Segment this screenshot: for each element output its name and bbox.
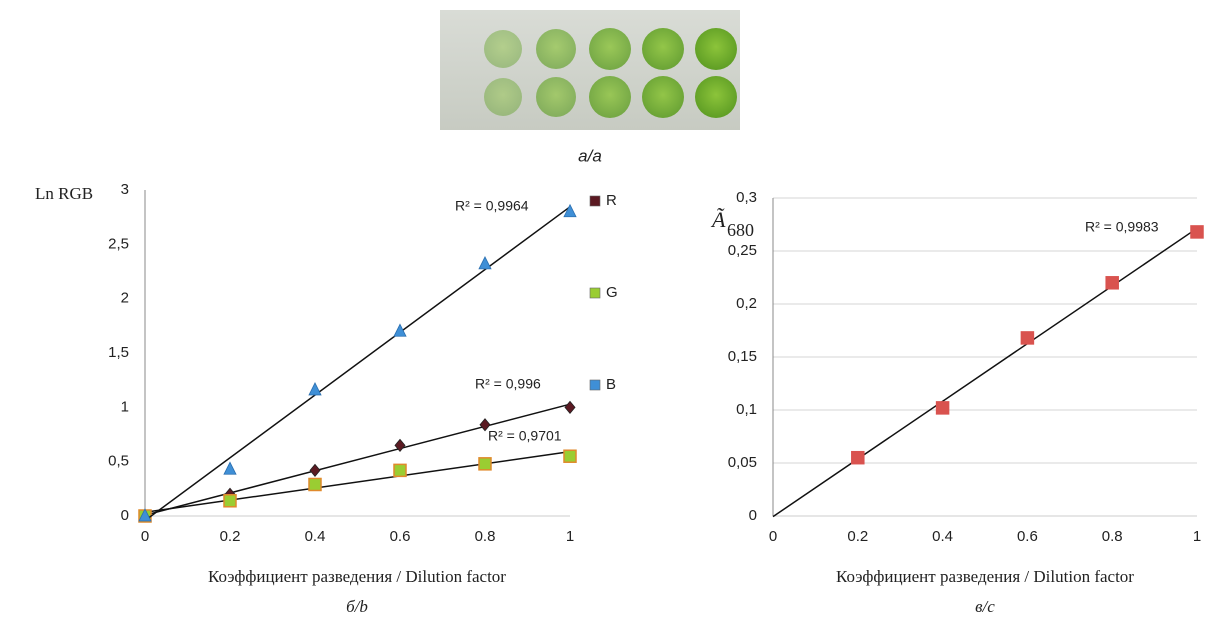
y-tick-label: 0,1 (736, 401, 757, 418)
legend-swatch (589, 379, 601, 391)
legend-swatch (589, 195, 601, 207)
caption: в/c (975, 597, 995, 616)
x-axis-label: Коэффициент разведения / Dilution factor (836, 567, 1134, 586)
legend-label: B (606, 376, 616, 393)
annotation: R² = 0,9701 (488, 428, 562, 444)
x-tick-label: 1 (566, 528, 574, 545)
y-tick-label: 0 (749, 507, 757, 524)
trendline (144, 403, 571, 516)
y-tick-label: 1,5 (108, 344, 129, 361)
point (563, 203, 577, 218)
caption: б/b (346, 597, 368, 616)
point (223, 494, 237, 508)
point (309, 463, 321, 477)
point (393, 463, 407, 478)
x-tick-label: 0.8 (1102, 528, 1123, 545)
y-axis-label: Ã (710, 207, 726, 232)
x-tick-label: 0.4 (932, 528, 953, 545)
point (138, 508, 152, 522)
y-tick-label: 0,05 (728, 454, 757, 471)
x-tick-label: 0.8 (475, 528, 496, 545)
point (851, 450, 865, 465)
annotation: R² = 0,9964 (455, 198, 529, 214)
trendline (144, 206, 571, 522)
x-axis-label: Коэффициент разведения / Dilution factor (208, 567, 506, 586)
trendline (772, 227, 1198, 518)
y-tick-label: 0 (121, 507, 129, 524)
x-tick-label: 0.6 (390, 528, 411, 545)
y-tick-label: 0,25 (728, 242, 757, 259)
annotation: R² = 0,9983 (1085, 219, 1159, 235)
point (1190, 225, 1204, 239)
point (308, 477, 322, 492)
point (478, 457, 492, 471)
y-tick-label: 2 (121, 290, 129, 307)
point (394, 438, 406, 452)
y-tick-label: 1 (121, 398, 129, 415)
annotation: R² = 0,996 (475, 376, 541, 392)
y-tick-label: 0,5 (108, 453, 129, 470)
point (935, 401, 950, 415)
legend-label: G (606, 284, 618, 301)
point (308, 382, 322, 396)
point (563, 449, 577, 463)
x-tick-label: 0 (769, 528, 777, 545)
photo-caption: а/a (578, 146, 602, 165)
point (393, 323, 407, 337)
chart: 0 0,05 0,1 0,15 0,2 0,25 0,3 0 0.2 0.4 0.6 0.8 1 Коэф… (710, 189, 1204, 616)
trendline (144, 450, 571, 513)
x-tick-label: 1 (1193, 528, 1201, 545)
y-tick-label: 3 (121, 181, 129, 198)
legend-swatch (589, 287, 601, 299)
y-tick-label: 0,15 (728, 348, 757, 365)
point (478, 255, 492, 270)
point (564, 400, 576, 414)
y-axis-label-subscript: 680 (727, 220, 754, 240)
y-tick-label: 0,3 (736, 189, 757, 206)
y-tick-label: 0,2 (736, 295, 757, 312)
x-tick-label: 0.2 (847, 528, 868, 545)
x-tick-label: 0 (141, 528, 149, 545)
point (223, 461, 237, 475)
point (479, 418, 491, 432)
photo (440, 10, 740, 130)
x-tick-label: 0.4 (305, 528, 326, 545)
x-tick-label: 0.6 (1017, 528, 1038, 545)
point (1020, 331, 1035, 345)
legend-label: R (606, 192, 617, 209)
x-tick-label: 0.2 (220, 528, 241, 545)
point (1105, 276, 1119, 290)
y-tick-label: 2,5 (108, 235, 129, 252)
y-axis-label: Ln RGB (35, 184, 93, 203)
chart: 0 0,5 1 1,5 2 2,5 3 0 0.2 0.4 0.6 0.8 1 Коэффициент р… (35, 181, 618, 616)
